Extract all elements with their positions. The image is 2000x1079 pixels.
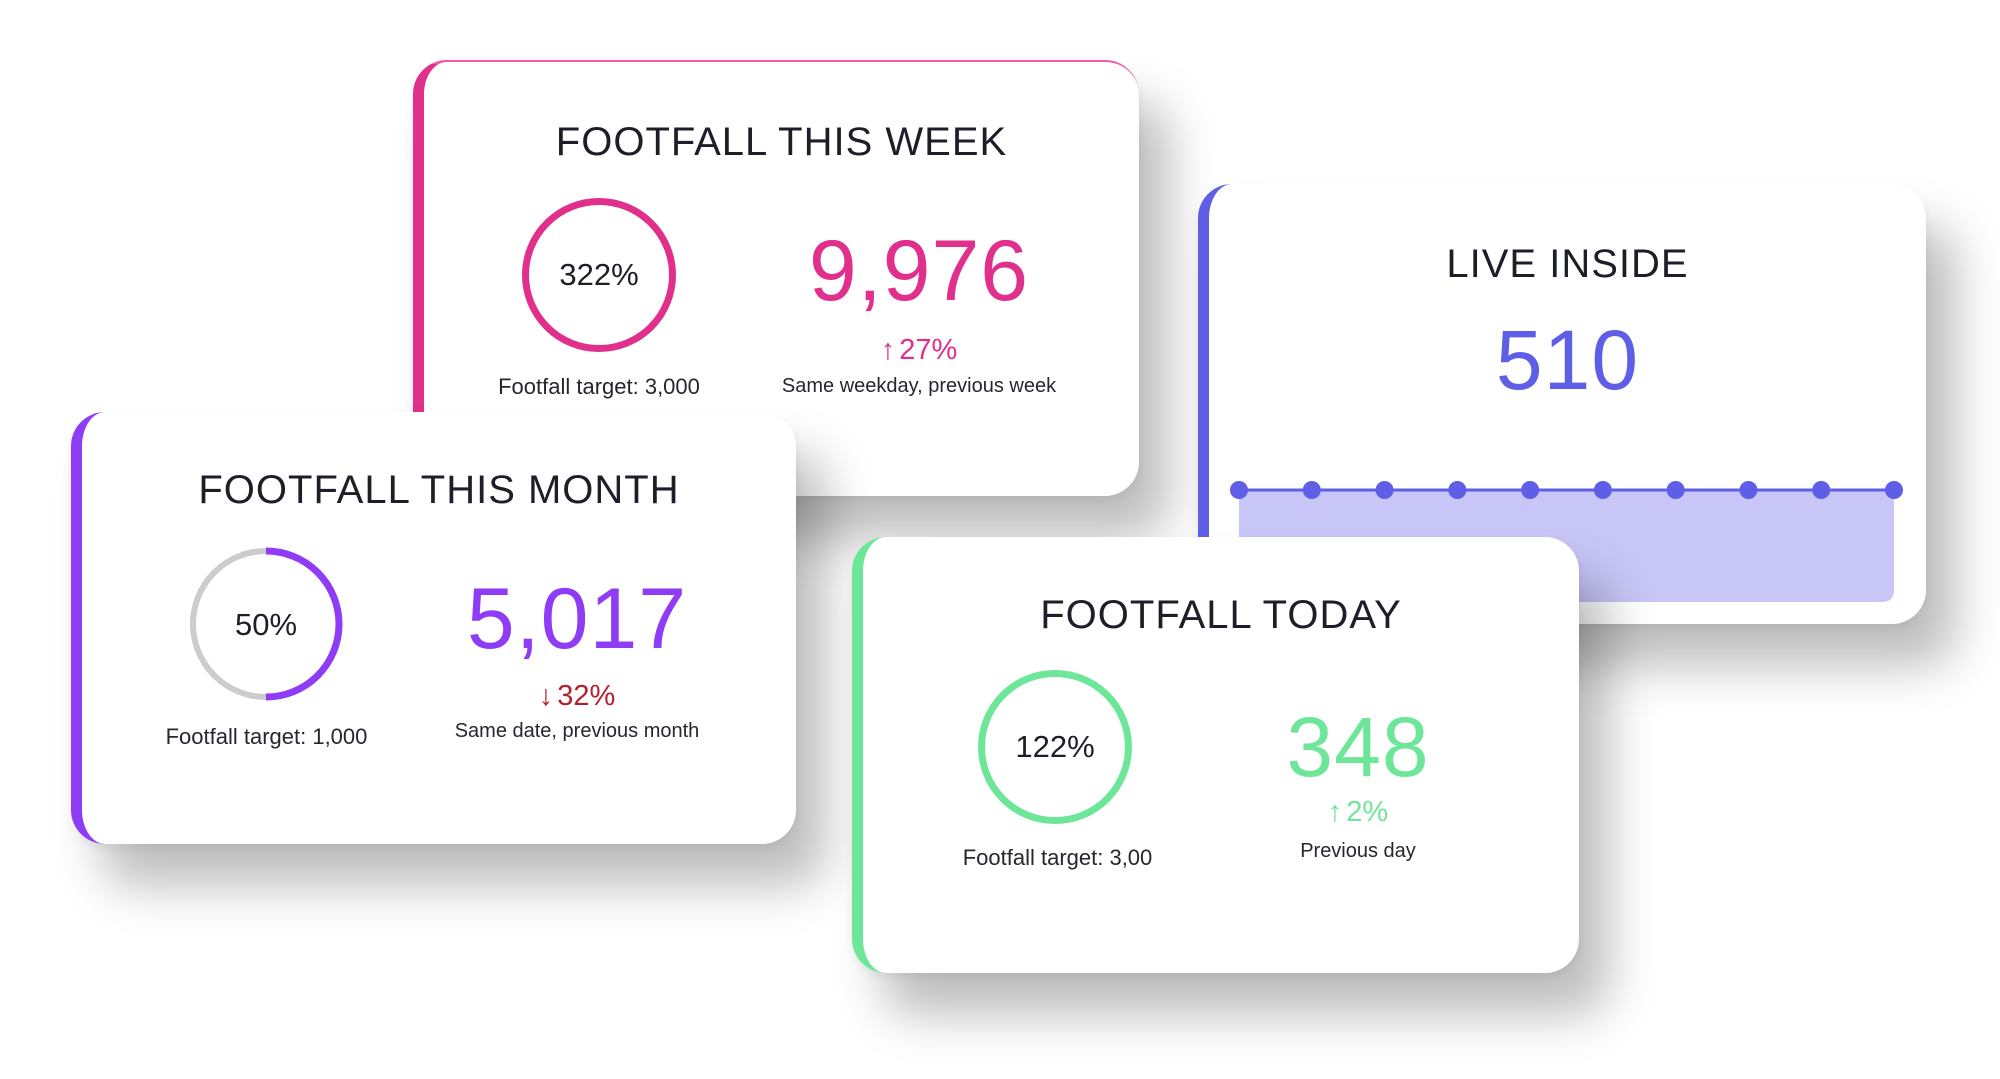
sparkline-point [1302, 481, 1321, 499]
ring-percent: 322% [559, 257, 639, 292]
ring-progress-arc [189, 547, 343, 701]
sparkline-points [1230, 481, 1903, 499]
comparison-label: Same date, previous month [454, 720, 700, 742]
delta-indicator: ↑ 2% [1173, 796, 1543, 829]
sparkline-point [1230, 481, 1248, 499]
footfall-value: 348 [1286, 700, 1430, 794]
sparkline-point [1812, 481, 1831, 499]
comparison-label: Previous day [1300, 840, 1416, 862]
ring-percent: 50% [235, 607, 297, 642]
target-label: Footfall target: 3,00 [962, 845, 1153, 870]
delta-value: 2% [1346, 796, 1389, 828]
card-title: FOOTFALL THIS MONTH [198, 468, 680, 512]
delta-value: 32% [557, 680, 616, 712]
sparkline-point [1666, 481, 1685, 499]
delta-indicator: ↓ 32% [387, 680, 767, 713]
sparkline-point [1885, 481, 1903, 499]
sparkline-point [1521, 481, 1540, 499]
card-title: LIVE INSIDE [1446, 242, 1689, 286]
target-label: Footfall target: 1,000 [165, 724, 368, 749]
comparison-label: Same weekday, previous week [781, 375, 1057, 397]
footfall-value: 9,976 [808, 223, 1030, 319]
footfall-month-card[interactable]: FOOTFALL THIS MONTH 50% Footfall target:… [71, 412, 796, 844]
sparkline-point [1375, 481, 1394, 499]
progress-ring: 122% [978, 670, 1132, 824]
target-label: Footfall target: 3,000 [498, 374, 700, 399]
live-value: 510 [1495, 313, 1640, 407]
arrow-up-icon: ↑ [1327, 796, 1343, 828]
sparkline-point [1448, 481, 1467, 499]
delta-indicator: ↑ 27% [734, 334, 1104, 367]
card-title: FOOTFALL TODAY [1040, 593, 1402, 637]
footfall-today-card[interactable]: FOOTFALL TODAY 122% Footfall target: 3,0… [852, 537, 1579, 973]
footfall-value: 5,017 [466, 571, 688, 667]
delta-value: 27% [899, 334, 958, 366]
progress-ring: 50% [189, 547, 343, 701]
arrow-up-icon: ↑ [880, 334, 896, 366]
arrow-down-icon: ↓ [538, 680, 554, 712]
progress-ring: 322% [522, 198, 676, 352]
sparkline-point [1739, 481, 1758, 499]
card-title: FOOTFALL THIS WEEK [555, 120, 1008, 164]
ring-percent: 122% [1015, 729, 1095, 764]
sparkline-point [1593, 481, 1612, 499]
